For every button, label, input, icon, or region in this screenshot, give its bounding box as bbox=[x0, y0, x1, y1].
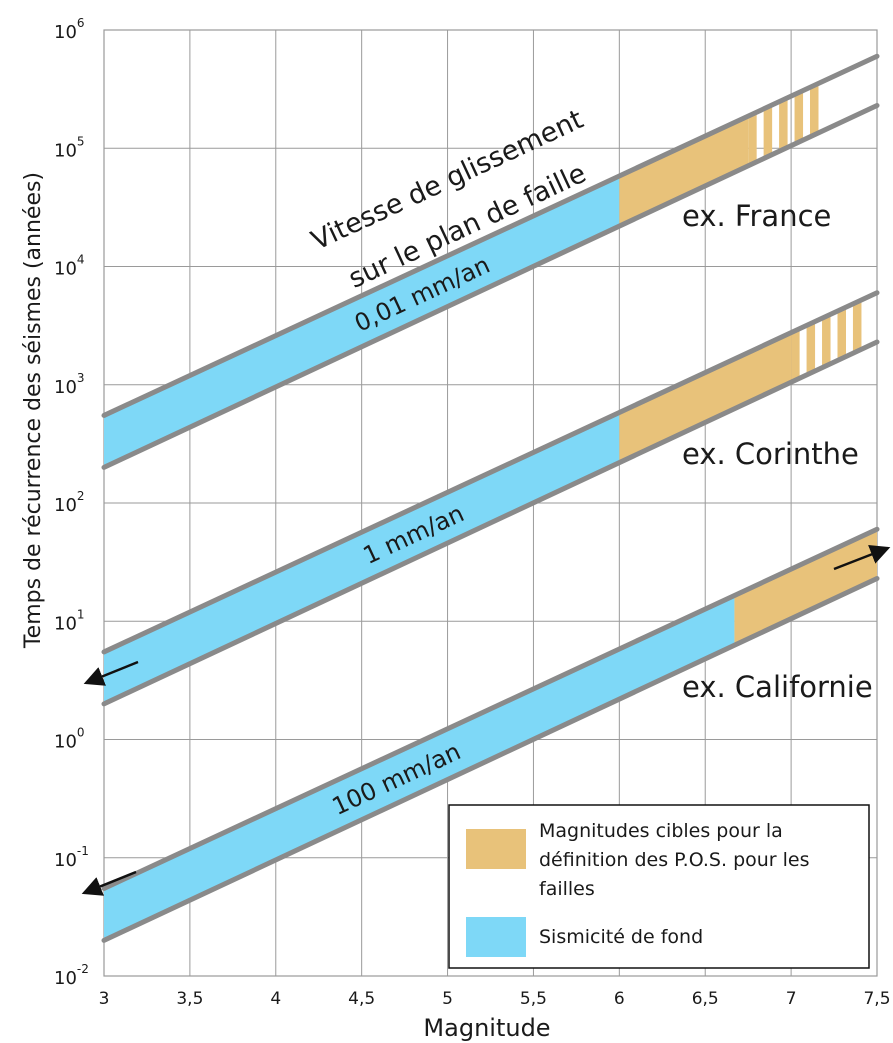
band-upper-boundary bbox=[101, 53, 880, 418]
band-upper-boundary bbox=[101, 290, 880, 655]
band-background-seismicity bbox=[104, 412, 620, 704]
y-tick-label: 105 bbox=[54, 134, 85, 161]
band-lower-boundary bbox=[101, 102, 880, 470]
legend-label-target: failles bbox=[539, 878, 595, 900]
band-lower-boundary bbox=[101, 339, 880, 707]
y-axis-label: Temps de récurrence des séismes (années) bbox=[21, 172, 46, 649]
bands bbox=[101, 53, 880, 943]
x-axis-label: Magnitude bbox=[423, 1014, 550, 1042]
legend: Magnitudes cibles pour la définition des … bbox=[448, 804, 870, 969]
x-tick-label: 6 bbox=[614, 989, 625, 1009]
band-target-stripe bbox=[810, 83, 819, 137]
band-upper-boundary bbox=[101, 526, 880, 891]
band-background-seismicity bbox=[104, 175, 620, 468]
y-tick-label: 104 bbox=[54, 253, 85, 280]
legend-label-target: Magnitudes cibles pour la bbox=[539, 820, 783, 842]
y-tick-label: 10-1 bbox=[54, 844, 89, 871]
x-tick-label: 7,5 bbox=[863, 989, 890, 1009]
legend-label-target: définition des P.O.S. pour les bbox=[539, 849, 810, 871]
band-target-stripe bbox=[794, 90, 804, 145]
band-example-label: ex. France bbox=[682, 199, 831, 233]
y-tick-label: 101 bbox=[54, 607, 85, 634]
y-tick-label: 102 bbox=[54, 489, 85, 516]
band-target-magnitudes bbox=[619, 332, 792, 463]
x-tick-label: 3 bbox=[99, 989, 110, 1009]
extrapolation-arrow bbox=[83, 660, 139, 686]
extrapolation-arrow bbox=[833, 545, 891, 571]
band-target-stripe bbox=[763, 104, 773, 159]
band-example-label: ex. Corinthe bbox=[682, 437, 859, 471]
x-tick-label: 4 bbox=[270, 989, 281, 1009]
band-target-stripe bbox=[779, 97, 788, 152]
legend-label-background: Sismicité de fond bbox=[539, 926, 703, 948]
y-tick-label: 106 bbox=[54, 16, 85, 43]
x-tick-label: 6,5 bbox=[692, 989, 719, 1009]
y-tick-label: 10-2 bbox=[54, 962, 89, 989]
band-example-label: ex. Californie bbox=[682, 670, 873, 704]
band-target-magnitudes bbox=[734, 529, 877, 646]
y-tick-label: 103 bbox=[54, 371, 85, 398]
x-tick-label: 7 bbox=[786, 989, 797, 1009]
band-target-magnitudes bbox=[619, 116, 749, 227]
band-target-stripe bbox=[837, 307, 846, 361]
y-tick-label: 100 bbox=[54, 726, 85, 753]
extrapolation-arrow bbox=[81, 870, 137, 896]
band-target-stripe bbox=[748, 112, 757, 166]
band-background-seismicity bbox=[104, 595, 735, 941]
band-target-stripe bbox=[806, 321, 816, 375]
x-tick-label: 4,5 bbox=[348, 989, 375, 1009]
band-target-stripe bbox=[791, 328, 800, 383]
legend-swatch-target bbox=[466, 829, 526, 869]
x-tick-label: 5,5 bbox=[520, 989, 547, 1009]
legend-swatch-background bbox=[466, 917, 526, 957]
x-tick-label: 3,5 bbox=[176, 989, 203, 1009]
band-target-stripe bbox=[822, 314, 831, 368]
x-tick-label: 5 bbox=[442, 989, 453, 1009]
band-lower-boundary bbox=[101, 575, 880, 943]
band-target-stripe bbox=[852, 299, 862, 354]
